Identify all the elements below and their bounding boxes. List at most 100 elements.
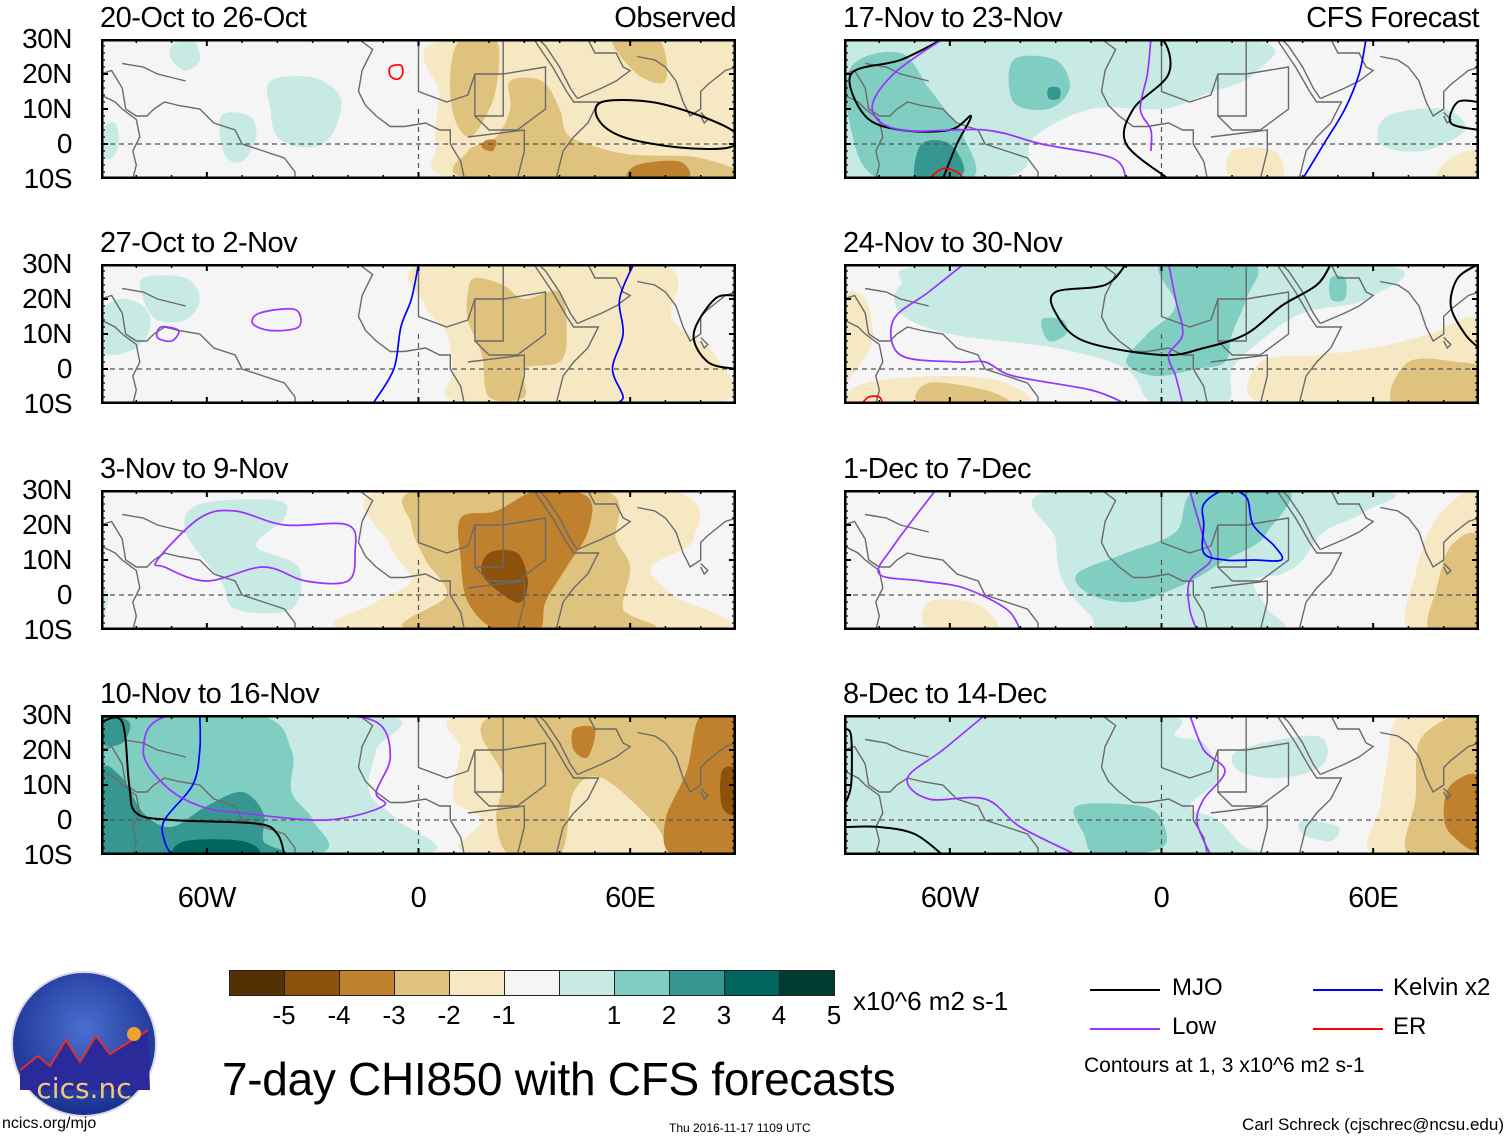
anomaly-fill-pos3 bbox=[1047, 86, 1061, 100]
coastline bbox=[1100, 264, 1209, 404]
colorbar-tick-label: -1 bbox=[492, 1000, 516, 1030]
coastline bbox=[844, 520, 1039, 630]
anomaly-fill-neg2 bbox=[466, 277, 567, 402]
coastline bbox=[1320, 490, 1375, 551]
y-tick-label: 30N bbox=[22, 23, 72, 54]
coastline bbox=[577, 39, 632, 100]
anomaly-fill-neg1 bbox=[1435, 149, 1479, 179]
coastline bbox=[1217, 74, 1247, 117]
coastline bbox=[1320, 264, 1375, 325]
coastline bbox=[577, 490, 632, 551]
y-tick-label: 10S bbox=[23, 839, 73, 870]
anomaly-fill-neg1 bbox=[1226, 147, 1285, 179]
colorbar-tick-label: -3 bbox=[382, 1000, 406, 1030]
coastline bbox=[1100, 39, 1209, 179]
coastline bbox=[357, 39, 466, 179]
anomaly-fill-pos1 bbox=[844, 715, 1300, 855]
anomaly-fill-pos1 bbox=[169, 39, 201, 71]
timestamp: Thu 2016-11-17 1109 UTC bbox=[669, 1121, 811, 1135]
coastline bbox=[101, 520, 296, 630]
contour-kelvin bbox=[1301, 39, 1367, 179]
legend-er-line bbox=[1313, 1028, 1383, 1030]
coastline bbox=[101, 545, 141, 630]
contour-low bbox=[1139, 39, 1153, 152]
colorbar-tick-label: 5 bbox=[826, 1000, 842, 1030]
y-tick-label: 10N bbox=[22, 93, 72, 124]
anomaly-fill-pos2 bbox=[1073, 803, 1168, 855]
coastline bbox=[865, 287, 929, 307]
contour-mjo bbox=[594, 99, 736, 151]
coastline bbox=[1210, 129, 1268, 179]
panel-tag: CFS Forecast bbox=[1306, 2, 1479, 34]
panel-title: 17-Nov to 23-Nov bbox=[843, 2, 1063, 34]
colorbar-tick-label: -4 bbox=[327, 1000, 351, 1030]
map-panel-p2 bbox=[101, 264, 736, 404]
coastline bbox=[865, 62, 929, 82]
coastline bbox=[700, 788, 709, 801]
anomaly-fill-pos2 bbox=[1329, 275, 1347, 302]
coastline bbox=[453, 264, 600, 404]
y-tick-label: 0 bbox=[56, 804, 73, 835]
colorbar-bin bbox=[340, 971, 395, 995]
coastline bbox=[467, 129, 525, 179]
map-plot bbox=[101, 715, 736, 855]
coastline bbox=[1280, 715, 1321, 775]
anomaly-fill-pos1 bbox=[1377, 108, 1466, 152]
coastline bbox=[474, 66, 547, 131]
coastline bbox=[1196, 490, 1343, 630]
map-plot bbox=[844, 715, 1479, 855]
coastline bbox=[844, 69, 1039, 179]
y-tick-label: 30N bbox=[22, 474, 72, 505]
anomaly-fill-pos1 bbox=[139, 275, 200, 323]
contour-mjo bbox=[101, 716, 286, 855]
anomaly-fill-pos1 bbox=[1298, 819, 1340, 842]
contour-kelvin bbox=[611, 264, 635, 404]
anomaly-fill-pos3 bbox=[101, 765, 287, 855]
x-tick-label: 60E bbox=[1348, 882, 1399, 914]
coastline bbox=[474, 74, 504, 117]
map-panel-p8 bbox=[844, 715, 1479, 855]
coastline bbox=[357, 715, 466, 855]
map-plot bbox=[101, 490, 736, 630]
contour-low bbox=[155, 325, 180, 343]
anomaly-fill-neg3 bbox=[481, 139, 497, 152]
cics-logo: cics.nc bbox=[11, 971, 157, 1117]
coastline bbox=[474, 517, 547, 582]
y-tick-label: 20N bbox=[22, 734, 72, 765]
contour-kelvin bbox=[161, 715, 202, 855]
coastline bbox=[1100, 715, 1209, 855]
colorbar-tick-label: -2 bbox=[437, 1000, 461, 1030]
legend-er-label: ER bbox=[1393, 1013, 1427, 1040]
coastline bbox=[122, 513, 186, 533]
coastline bbox=[700, 563, 709, 576]
credit: Carl Schreck (cjschrec@ncsu.edu) bbox=[1242, 1115, 1504, 1134]
anomaly-fill-neg4 bbox=[481, 549, 528, 603]
colorbar-bin bbox=[505, 971, 560, 995]
anomaly-fill-neg1 bbox=[922, 599, 998, 630]
colorbar bbox=[229, 970, 835, 996]
y-tick-label: 0 bbox=[56, 579, 73, 610]
coastline bbox=[844, 770, 884, 855]
coastline bbox=[101, 94, 141, 179]
map-plot bbox=[844, 264, 1479, 404]
legend-low-label: Low bbox=[1172, 1013, 1217, 1040]
coastline bbox=[637, 506, 736, 569]
coastline bbox=[1100, 490, 1209, 630]
map-panel-p6 bbox=[844, 264, 1479, 404]
colorbar-tick-label: 2 bbox=[661, 1000, 677, 1030]
anomaly-fill-pos2 bbox=[1040, 317, 1068, 342]
contour-low bbox=[877, 490, 1022, 630]
coastline bbox=[1210, 580, 1268, 630]
coastline bbox=[1217, 517, 1290, 582]
contour-er bbox=[388, 63, 404, 81]
anomaly-fill-pos1 bbox=[101, 122, 119, 159]
legend-kelvin-label: Kelvin x2 bbox=[1393, 974, 1491, 1001]
anomaly-fill-neg3 bbox=[1443, 773, 1479, 851]
x-tick-label: 60E bbox=[605, 882, 656, 914]
coastline bbox=[844, 319, 884, 404]
coastline bbox=[474, 291, 547, 356]
panel-title: 1-Dec to 7-Dec bbox=[843, 453, 1032, 485]
contour-er bbox=[860, 395, 884, 404]
anomaly-fill-neg2 bbox=[915, 382, 1010, 404]
anomaly-fill-pos1 bbox=[219, 112, 257, 163]
